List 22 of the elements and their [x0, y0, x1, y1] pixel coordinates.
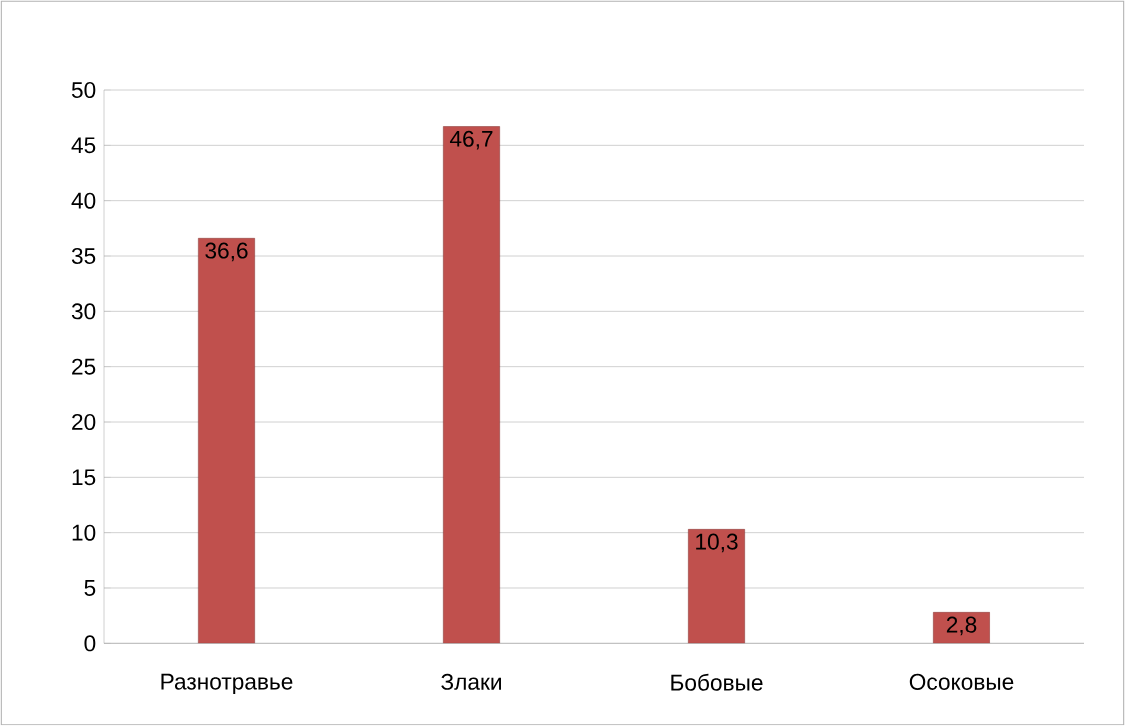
- y-tick-label: 25: [72, 358, 96, 375]
- y-tick-label: 0: [84, 635, 96, 652]
- data-label: 2,8: [946, 616, 977, 636]
- y-tick-label: 30: [71, 303, 96, 320]
- x-tick-label: Злаки: [441, 673, 501, 690]
- x-tick-label: Разнотравье: [161, 673, 293, 695]
- y-tick-label: 50: [71, 81, 96, 99]
- bar: [688, 529, 745, 644]
- x-tick-label: Осоковые: [909, 673, 1014, 690]
- data-label: 10,3: [696, 533, 738, 553]
- y-tick-label: 5: [84, 580, 96, 596]
- bar: [443, 126, 500, 644]
- y-tick-label: 20: [72, 413, 96, 431]
- y-tick-label: 15: [72, 469, 96, 486]
- y-tick-label: 35: [71, 247, 96, 265]
- y-tick-label: 45: [71, 137, 96, 154]
- data-label: 46,7: [449, 130, 493, 150]
- y-tick-label: 40: [71, 192, 96, 209]
- bar: [198, 238, 255, 644]
- x-tick-label: Бобовые: [671, 673, 763, 691]
- y-tick-label: 10: [72, 524, 96, 541]
- data-label: 36,6: [205, 242, 248, 262]
